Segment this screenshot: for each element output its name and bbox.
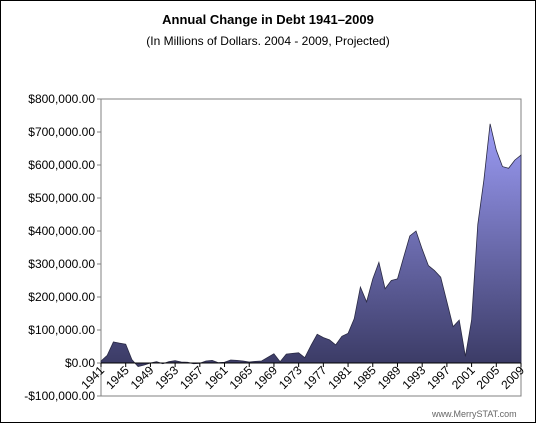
x-tick-label: 1945 bbox=[103, 363, 132, 392]
y-tick-label: $300,000.00 bbox=[28, 257, 95, 271]
x-axis: 1941194519491953195719611965196919731977… bbox=[78, 363, 527, 392]
y-tick-label: $200,000.00 bbox=[28, 290, 95, 304]
watermark-text: www.MerrySTAT.com bbox=[431, 409, 517, 419]
y-tick-label: -$100,000.00 bbox=[24, 389, 95, 403]
y-tick-label: $600,000.00 bbox=[28, 158, 95, 172]
x-tick-label: 1965 bbox=[227, 363, 256, 392]
y-tick-label: $400,000.00 bbox=[28, 224, 95, 238]
x-tick-label: 1993 bbox=[400, 363, 429, 392]
x-tick-label: 1961 bbox=[202, 363, 231, 392]
x-tick-label: 1953 bbox=[152, 363, 181, 392]
chart-subtitle: (In Millions of Dollars. 2004 - 2009, Pr… bbox=[146, 34, 390, 48]
x-tick-label: 1989 bbox=[375, 363, 404, 392]
x-tick-label: 1997 bbox=[424, 363, 453, 392]
x-tick-label: 1981 bbox=[325, 363, 354, 392]
x-tick-label: 2001 bbox=[449, 363, 478, 392]
x-tick-label: 1969 bbox=[251, 363, 280, 392]
x-tick-label: 1949 bbox=[128, 363, 157, 392]
x-tick-label: 2009 bbox=[498, 363, 527, 392]
x-tick-label: 1985 bbox=[350, 363, 379, 392]
x-tick-label: 1957 bbox=[177, 363, 206, 392]
area-series bbox=[100, 123, 522, 368]
chart-title: Annual Change in Debt 1941–2009 bbox=[162, 12, 374, 27]
y-tick-label: $800,000.00 bbox=[28, 92, 95, 106]
y-tick-label: $0.00 bbox=[65, 356, 95, 370]
y-tick-label: $700,000.00 bbox=[28, 125, 95, 139]
x-tick-label: 1977 bbox=[301, 363, 330, 392]
x-tick-label: 1973 bbox=[276, 363, 305, 392]
x-tick-label: 2005 bbox=[474, 363, 503, 392]
y-axis: $800,000.00 $700,000.00 $600,000.00 $500,00… bbox=[24, 92, 101, 403]
y-tick-label: $100,000.00 bbox=[28, 323, 95, 337]
y-tick-label: $500,000.00 bbox=[28, 191, 95, 205]
